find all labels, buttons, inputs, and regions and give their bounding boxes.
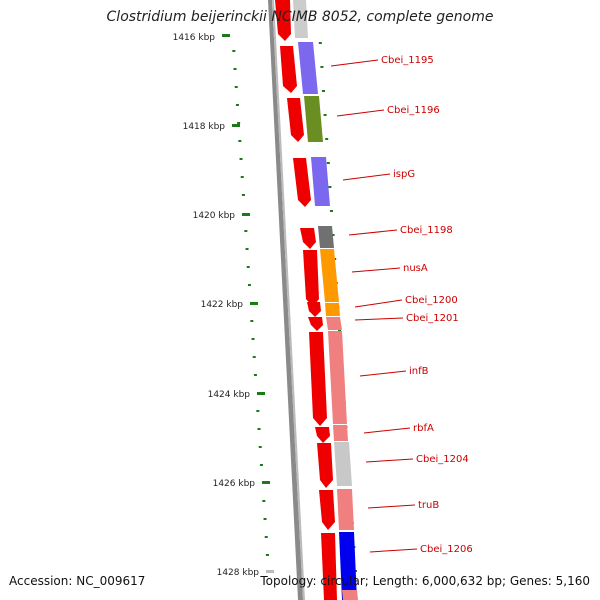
ruler-minor-tick [257, 428, 261, 430]
genome-backbone [268, 0, 303, 600]
cds-arrow [309, 332, 327, 426]
ruler-minor-tick [245, 248, 249, 250]
ruler-label: 1424 kbp [208, 390, 251, 400]
feature-bar [320, 249, 339, 302]
gene-label[interactable]: truB [418, 500, 439, 511]
feature-tick [322, 90, 325, 92]
feature-tick [326, 162, 330, 164]
feature-bar [298, 42, 318, 94]
gene-label[interactable]: Cbei_1204 [416, 454, 469, 465]
ruler-minor-tick [259, 464, 263, 466]
ruler-minor-tick [233, 68, 237, 70]
gene-label[interactable]: Cbei_1195 [381, 55, 434, 66]
ruler-minor-tick [246, 266, 250, 268]
gene-label[interactable]: Cbei_1201 [406, 313, 459, 324]
gene-label[interactable]: ispG [393, 169, 415, 180]
cds-arrow [319, 490, 335, 530]
cds-arrow [303, 250, 319, 307]
gene-label[interactable]: Cbei_1200 [405, 295, 458, 306]
ruler-tick: 1424 kbp [208, 390, 265, 400]
ruler-tick: 1416 kbp [173, 33, 230, 43]
topology-text: Topology: circular; Length: 6,000,632 bp… [260, 574, 590, 588]
gene-label[interactable]: Cbei_1196 [387, 105, 440, 116]
ruler-tick: 1420 kbp [193, 211, 250, 221]
ruler-minor-tick [253, 374, 257, 376]
cds-arrow [321, 533, 337, 600]
ruler-minor-tick [264, 536, 268, 538]
label-leaders [330, 59, 418, 553]
ruler-minor-tick [235, 104, 239, 106]
map-title: Clostridium beijerinckii NCIMB 8052, com… [106, 9, 494, 25]
feature-bar [339, 532, 357, 600]
feature-bar [333, 425, 348, 441]
ruler-label: 1418 kbp [183, 122, 226, 132]
feature-bar [337, 489, 354, 530]
ruler-minor-tick [237, 122, 241, 124]
feature-tick [323, 114, 327, 116]
gene-label[interactable]: nusA [403, 263, 428, 274]
ruler-minor-tick [258, 446, 262, 448]
ruler-tick: 1418 kbp [183, 122, 240, 132]
cds-arrow [307, 302, 321, 317]
ruler-minor-tick [232, 50, 236, 52]
gene-label[interactable]: Cbei_1206 [420, 544, 473, 555]
genome-backbone-highlight [272, 0, 305, 600]
ruler-minor-tick [256, 410, 260, 412]
ruler-label: 1420 kbp [193, 211, 236, 221]
feature-bar [325, 303, 340, 316]
ruler-label: 1416 kbp [173, 33, 216, 43]
ruler: 1416 kbp 1418 kbp 1420 kbp 1422 kbp 1424… [173, 33, 274, 578]
gene-label[interactable]: infB [409, 366, 429, 377]
ruler-tick: 1428 kbp [217, 568, 274, 578]
ruler-tick: 1422 kbp [201, 300, 258, 310]
ruler-minor-tick [238, 140, 242, 142]
feature-track [293, 0, 358, 600]
feature-tick [318, 42, 322, 44]
cds-arrow [308, 317, 323, 331]
cds-arrow [293, 158, 311, 207]
feature-bar [326, 317, 342, 330]
gene-labels: Cbei_1195 Cbei_1196 ispG Cbei_1198 nusA … [381, 55, 473, 555]
accession-text: Accession: NC_009617 [9, 574, 146, 588]
cds-track [275, 0, 337, 600]
feature-bar [328, 331, 347, 424]
cds-arrow [275, 0, 291, 41]
feature-tick [320, 66, 324, 68]
ruler-label: 1426 kbp [213, 479, 256, 489]
ruler-minor-tick [250, 320, 254, 322]
ruler-minor-tick [240, 176, 244, 178]
ruler-minor-tick [241, 194, 245, 196]
feature-bar [318, 226, 334, 248]
gene-label[interactable]: rbfA [413, 423, 434, 434]
ruler-label: 1422 kbp [201, 300, 244, 310]
feature-tick [325, 138, 329, 140]
ruler-minor-tick [234, 86, 238, 88]
feature-bar [334, 442, 352, 486]
feature-tick [331, 234, 335, 236]
ruler-minor-tick [265, 554, 269, 556]
feature-tick [328, 186, 332, 188]
feature-bar-tail [342, 590, 358, 600]
feature-bar [304, 96, 323, 142]
ruler-minor-tick [262, 500, 266, 502]
cds-arrow [280, 46, 297, 93]
cds-arrow [317, 443, 333, 488]
ruler-label: 1428 kbp [217, 568, 260, 578]
ruler-minor-tick [239, 158, 243, 160]
cds-arrow [315, 427, 330, 443]
ruler-minor-tick [263, 518, 267, 520]
ruler-minor-tick [252, 356, 256, 358]
cds-arrow [287, 98, 304, 142]
feature-bar [293, 0, 308, 38]
feature-bar [311, 157, 330, 206]
ruler-minor-tick [247, 284, 251, 286]
ruler-minor-tick [251, 338, 255, 340]
cds-arrow [300, 228, 316, 249]
feature-tick [330, 210, 333, 212]
ruler-minor-tick [244, 230, 248, 232]
ruler-tick: 1426 kbp [213, 479, 270, 489]
gene-label[interactable]: Cbei_1198 [400, 225, 453, 236]
